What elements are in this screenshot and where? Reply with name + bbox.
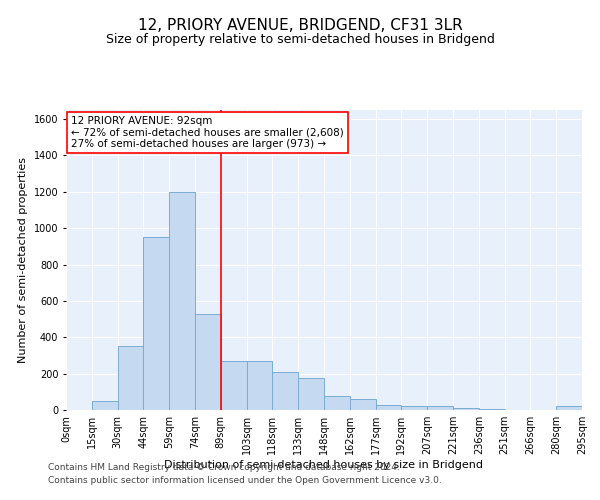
- Bar: [92, 401, 118, 410]
- Bar: [556, 406, 582, 410]
- Bar: [453, 408, 479, 410]
- Text: Contains HM Land Registry data © Crown copyright and database right 2024.: Contains HM Land Registry data © Crown c…: [48, 464, 400, 472]
- Bar: [376, 406, 401, 410]
- Bar: [118, 346, 143, 410]
- X-axis label: Distribution of semi-detached houses by size in Bridgend: Distribution of semi-detached houses by …: [164, 460, 484, 470]
- Bar: [272, 372, 298, 410]
- Bar: [221, 361, 247, 410]
- Text: Contains public sector information licensed under the Open Government Licence v3: Contains public sector information licen…: [48, 476, 442, 485]
- Bar: [427, 406, 453, 410]
- Bar: [169, 192, 195, 410]
- Bar: [479, 409, 505, 410]
- Text: 12 PRIORY AVENUE: 92sqm
← 72% of semi-detached houses are smaller (2,608)
27% of: 12 PRIORY AVENUE: 92sqm ← 72% of semi-de…: [71, 116, 344, 149]
- Bar: [350, 399, 376, 410]
- Text: 12, PRIORY AVENUE, BRIDGEND, CF31 3LR: 12, PRIORY AVENUE, BRIDGEND, CF31 3LR: [137, 18, 463, 32]
- Bar: [324, 396, 350, 410]
- Y-axis label: Number of semi-detached properties: Number of semi-detached properties: [18, 157, 28, 363]
- Bar: [143, 238, 169, 410]
- Bar: [195, 314, 221, 410]
- Bar: [401, 406, 427, 410]
- Bar: [298, 378, 324, 410]
- Bar: [247, 361, 272, 410]
- Text: Size of property relative to semi-detached houses in Bridgend: Size of property relative to semi-detach…: [106, 32, 494, 46]
